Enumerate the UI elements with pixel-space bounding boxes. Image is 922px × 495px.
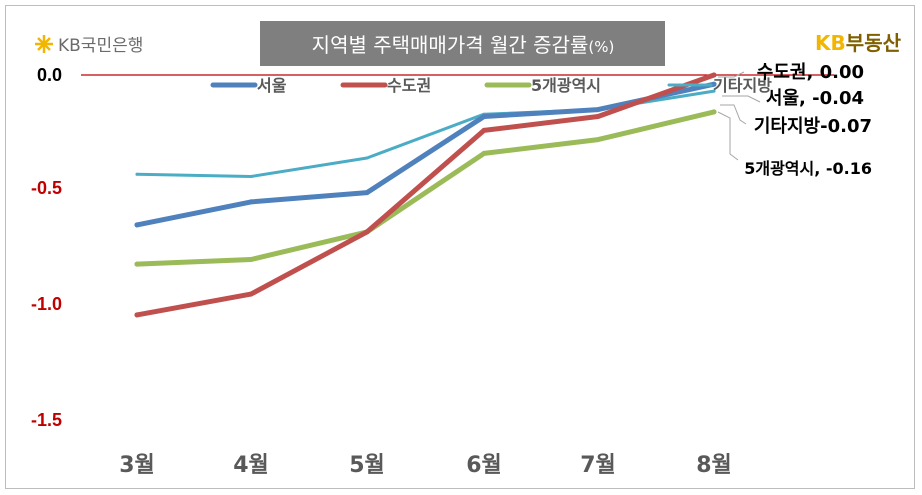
leader-line <box>718 71 745 78</box>
chart-frame: KB국민은행 지역별 주택매매가격 월간 증감률(%) KB부동산 0.0 -0… <box>5 5 915 489</box>
x-tick-label: 5월 <box>349 453 385 478</box>
data-point <box>248 257 254 262</box>
data-point <box>134 312 140 318</box>
svg-text:지역별 주택매매가격 월간 증감률(%): 지역별 주택매매가격 월간 증감률(%) <box>312 33 615 57</box>
x-tick-label: 3월 <box>119 453 155 478</box>
x-axis: 3월 4월 5월 6월 7월 8월 <box>119 453 732 478</box>
data-point <box>249 175 253 178</box>
x-tick-label: 7월 <box>580 453 616 478</box>
chart-title-box <box>260 21 665 66</box>
legend-item-five-metro: 5개광역시 <box>484 76 601 95</box>
data-point <box>595 114 601 119</box>
data-point <box>135 172 139 176</box>
data-point <box>481 127 487 133</box>
legend-label: 수도권 <box>387 76 431 95</box>
chart-title-text: 지역별 주택매매가격 월간 증감률 <box>312 33 589 57</box>
legend-label: 기타지방 <box>713 76 772 95</box>
star-icon <box>35 35 53 53</box>
series-line-five-metro <box>134 109 717 267</box>
y-tick-label: -1.0 <box>31 294 62 314</box>
data-point <box>481 150 487 156</box>
data-point <box>365 156 369 160</box>
series-capital-area <box>134 72 717 318</box>
data-point <box>364 190 370 196</box>
leader-line <box>722 95 761 103</box>
series-lines <box>134 72 717 318</box>
chart-title-unit: (%) <box>588 38 614 56</box>
x-tick-label: 4월 <box>233 453 269 478</box>
x-tick-label: 6월 <box>466 453 502 478</box>
chart-canvas: KB국민은행 지역별 주택매매가격 월간 증감률(%) KB부동산 0.0 -0… <box>31 21 902 478</box>
leader-line <box>717 111 739 161</box>
data-point <box>134 222 140 228</box>
data-point <box>595 137 601 143</box>
data-point <box>712 89 716 93</box>
chart-title: 지역별 주택매매가격 월간 증감률(%) <box>260 21 665 66</box>
end-label-capital-area: 수도권, 0.00 <box>757 62 864 83</box>
y-tick-label: 0.0 <box>37 65 62 85</box>
series-line-capital-area <box>134 72 717 318</box>
end-label-other-regions: 기타지방-0.07 <box>754 116 872 137</box>
legend-item-other-regions: 기타지방 <box>667 76 772 95</box>
data-point <box>711 81 717 87</box>
data-point <box>481 114 487 119</box>
y-tick-label: -0.5 <box>31 178 62 198</box>
data-point <box>248 291 254 297</box>
y-tick-label: -1.5 <box>31 410 62 430</box>
data-point <box>711 109 717 115</box>
end-label-five-metro: 5개광역시, -0.16 <box>744 159 872 178</box>
y-axis: 0.0 -0.5 -1.0 -1.5 <box>31 65 62 430</box>
data-point <box>134 261 140 267</box>
legend-label: 서울 <box>257 76 287 95</box>
kb-real-estate-logo-kb: KB <box>815 31 846 55</box>
legend: 서울 수도권 5개광역시 기타지방 <box>210 76 772 95</box>
leader-line <box>720 104 747 125</box>
svg-text:KB부동산: KB부동산 <box>815 31 902 55</box>
kb-kookmin-logo-text: KB국민은행 <box>58 36 143 56</box>
data-point <box>248 199 254 205</box>
series-five-metro <box>134 109 717 267</box>
data-point <box>595 107 601 113</box>
legend-label: 5개광역시 <box>531 76 601 95</box>
end-label-seoul: 서울, -0.04 <box>766 88 864 109</box>
end-labels: 수도권, 0.00 서울, -0.04 기타지방-0.07 5개광역시, -0.… <box>744 62 872 178</box>
kb-real-estate-logo-text: 부동산 <box>846 31 902 55</box>
series-seoul <box>134 81 717 228</box>
kb-real-estate-logo: KB부동산 <box>815 31 902 55</box>
end-label-leaders <box>717 71 761 161</box>
legend-item-capital-area: 수도권 <box>340 76 431 95</box>
series-line-seoul <box>134 81 717 228</box>
x-tick-label: 8월 <box>696 453 732 478</box>
legend-item-seoul: 서울 <box>210 76 287 95</box>
data-point <box>364 229 370 235</box>
kb-kookmin-logo: KB국민은행 <box>35 35 143 56</box>
data-point <box>711 72 717 78</box>
